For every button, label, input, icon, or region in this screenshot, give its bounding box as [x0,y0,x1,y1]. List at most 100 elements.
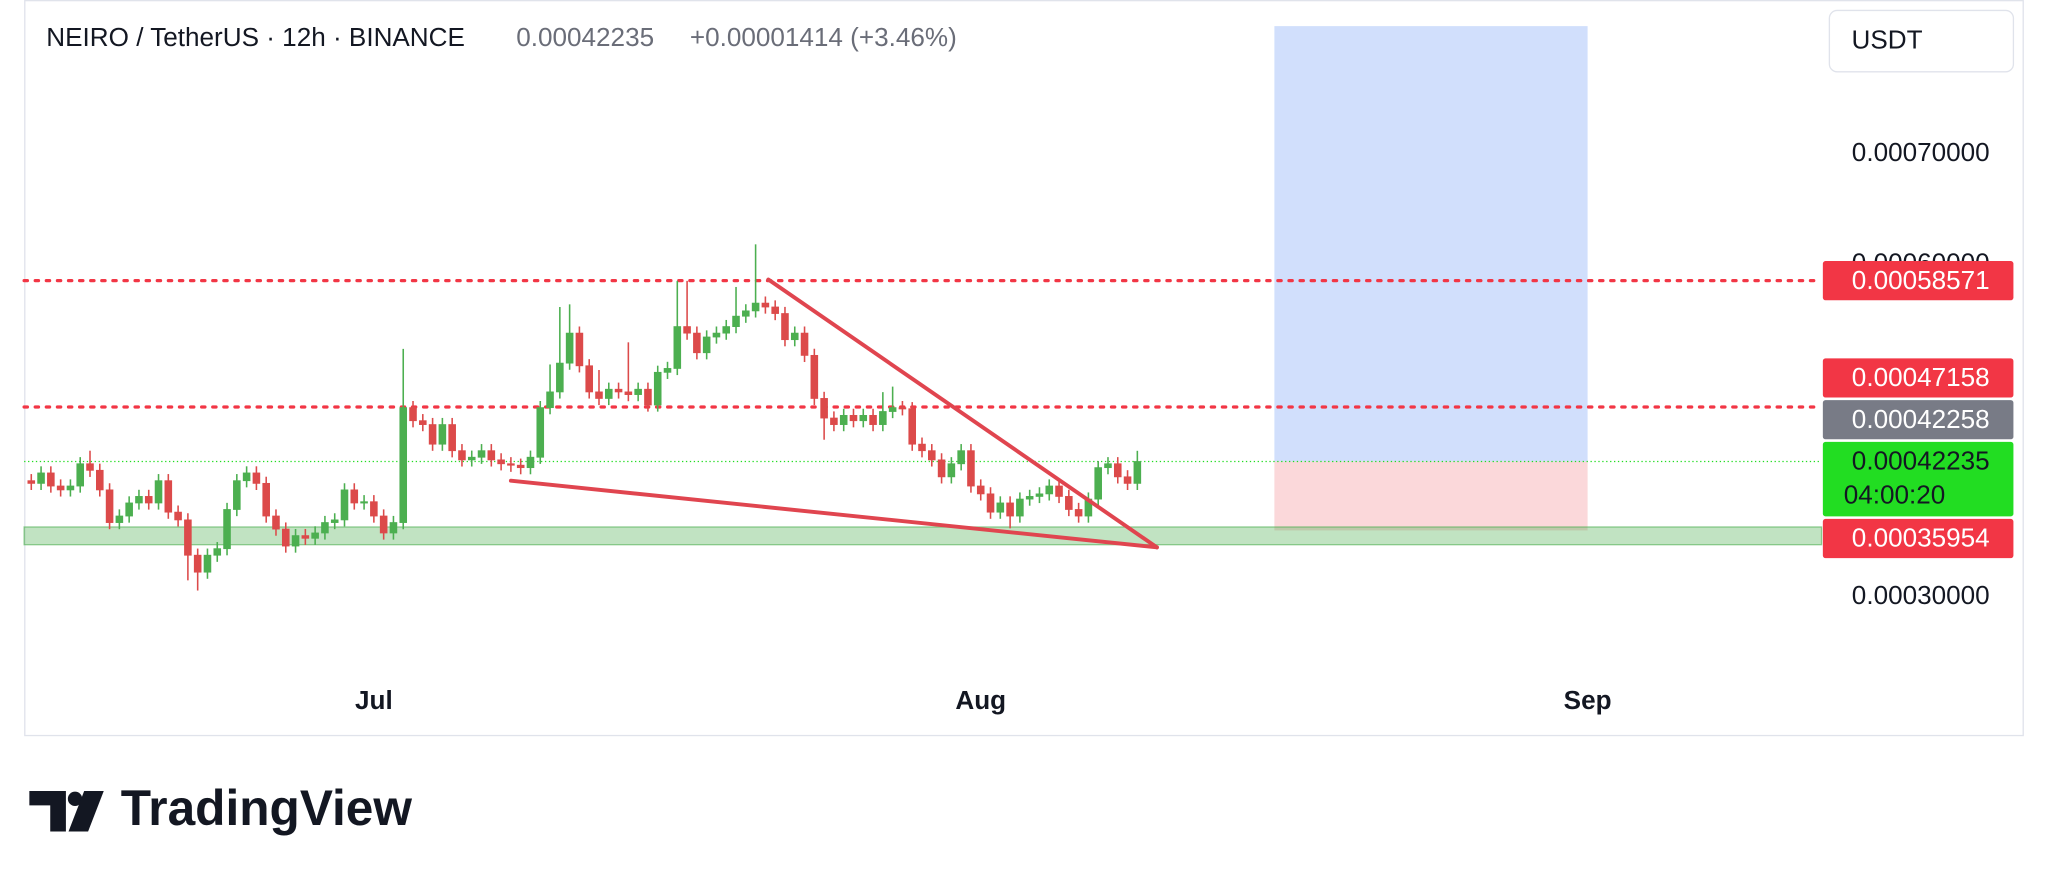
candle-body [154,480,163,504]
candle-body [1055,485,1063,497]
candle-body [663,368,672,373]
candle-body [1094,467,1102,500]
candle-body [330,519,339,523]
candle-body [546,391,554,409]
candle-body [379,515,388,534]
price-label-box [1822,261,2014,301]
candle-body [76,463,85,487]
x-tick-label: Jul [355,685,393,715]
candle-body [751,302,760,312]
candle-body [1065,496,1073,510]
x-tick-label: Sep [1564,685,1612,715]
candle-body [203,554,212,573]
candle-body [908,408,917,445]
candle-body [585,365,593,393]
support-zone [23,526,1823,546]
candle-body [673,326,682,369]
candle-body [918,443,926,452]
candle-body [144,496,153,504]
candles-layer [27,244,1142,591]
price-label-box [1822,518,2014,559]
candle-body [1045,485,1054,495]
candle-body [810,354,819,399]
candle-body [683,326,691,334]
price-label-box [1822,358,2014,398]
candle-body [1104,463,1112,469]
candle-body [262,482,270,517]
candle-body [634,388,642,395]
candle-body [624,391,633,395]
candle-body [526,456,535,469]
candle-body [1035,493,1044,497]
candle-body [947,463,956,478]
candle-body [702,336,711,354]
candle-body [996,502,1005,513]
candle-body [928,450,936,461]
currency-label[interactable]: USDT [1852,25,1923,55]
candle-body [761,302,770,308]
candle-body [458,450,466,461]
price-label: 0.00042258 [1852,404,1990,434]
price-label: 0.00058571 [1852,265,1990,295]
price-label: 0.00035954 [1852,523,1990,553]
candle-body [644,388,652,406]
candle-body [135,496,143,504]
candle-body [184,519,192,556]
candle-body [96,469,104,491]
candle-body [350,489,359,504]
currency-button[interactable] [1828,9,2015,73]
candle-body [595,391,603,399]
target-zone [1274,26,1588,462]
candle-body [115,515,124,523]
price-change: +0.00001414 (+3.46%) [690,22,957,52]
candle-body [105,489,114,523]
candle-body [86,463,94,471]
candle-body [849,414,858,422]
candle-body [898,407,907,410]
candle-body [1133,461,1142,484]
candle-body [693,332,701,354]
candle-body [223,509,231,550]
candle-body [732,315,740,327]
stop-zone [1274,461,1588,531]
candle-body [448,424,456,452]
candle-body [419,420,427,425]
price-label: 0.00047158 [1852,362,1990,392]
candle-body [242,472,251,482]
candle-body [438,424,447,445]
candle-body [565,332,574,364]
candle-body [252,472,261,484]
candle-body [790,332,799,341]
candle-body [125,502,133,517]
candle-body [27,480,36,484]
overlay-layer: 0.00058571 0.00047158 0.00042258 0.00042235… [508,261,2014,559]
candle-body [174,511,182,521]
candle-body [321,522,329,534]
candle-body [986,493,995,513]
candle-body [976,485,985,495]
candle-body [839,414,848,425]
candle-body [859,414,868,422]
candle-body [820,398,828,419]
chart-title: NEIRO / TetherUS · 12h · BINANCE [46,22,465,52]
price-label-box [1822,400,2014,440]
candle-body [467,456,476,461]
candle-body [281,528,290,547]
candle-body [614,388,623,393]
price-label: 0.00042235 [1852,446,1990,476]
trendline [508,478,1159,550]
candle-body [742,310,750,317]
x-tick-label: Aug [955,685,1006,715]
candle-body [1016,498,1024,517]
candle-body [1006,502,1014,517]
candle-body [497,459,505,465]
logo-shape [68,791,104,832]
candle-body [311,532,319,539]
price-label-box [1822,441,2014,517]
candle-body [301,535,310,539]
candle-body [487,450,496,461]
trendline [766,277,1159,550]
candle-body [1025,496,1034,500]
brand-name: TradingView [121,780,413,836]
